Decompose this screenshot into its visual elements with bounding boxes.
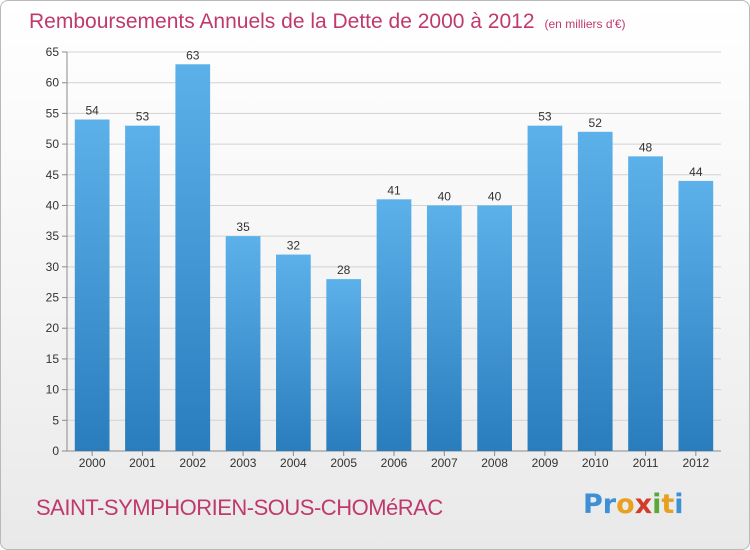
bar-value-label: 35: [236, 220, 250, 234]
bar: [628, 156, 663, 451]
y-tick-label: 0: [52, 444, 59, 458]
bar: [125, 125, 160, 452]
bar: [326, 279, 362, 451]
x-tick-label: 2006: [381, 456, 408, 470]
bar-value-label: 53: [538, 110, 552, 124]
y-tick-label: 35: [46, 229, 60, 243]
y-tick-label: 5: [52, 413, 59, 427]
y-tick-label: 50: [46, 137, 60, 151]
y-tick-label: 10: [46, 383, 60, 397]
bar-value-label: 40: [438, 189, 452, 203]
bar: [678, 180, 714, 451]
bar: [426, 205, 462, 451]
place-name: SAINT-SYMPHORIEN-SOUS-CHOMéRAC: [36, 495, 443, 520]
y-tick-label: 65: [46, 45, 60, 59]
bar: [477, 205, 512, 451]
bar-value-label: 32: [287, 239, 301, 253]
x-tick-label: 2001: [129, 456, 156, 470]
chart-title-unit: (en milliers d'€): [544, 17, 626, 31]
bar: [577, 131, 613, 452]
bar-value-label: 54: [85, 104, 99, 118]
x-tick-label: 2002: [179, 456, 206, 470]
y-tick-label: 40: [46, 198, 60, 212]
x-tick-label: 2010: [582, 456, 609, 470]
x-tick-label: 2000: [79, 456, 106, 470]
bar-value-label: 40: [488, 189, 502, 203]
chart-title: Remboursements Annuels de la Dette de 20…: [29, 10, 626, 34]
x-tick-label: 2007: [431, 456, 458, 470]
x-tick-label: 2005: [330, 456, 357, 470]
bar: [376, 199, 412, 451]
brand-letter: i: [674, 489, 684, 520]
x-tick-label: 2003: [230, 456, 257, 470]
y-tick-label: 55: [46, 106, 60, 120]
x-tick-label: 2004: [280, 456, 307, 470]
y-tick-label: 15: [46, 352, 60, 366]
bar: [74, 119, 110, 452]
y-tick-label: 20: [46, 321, 60, 335]
brand-letter: o: [616, 489, 635, 520]
bar-value-label: 48: [639, 140, 653, 154]
y-tick-label: 30: [46, 260, 60, 274]
bar-value-label: 52: [589, 116, 603, 130]
brand-letter: P: [583, 489, 603, 520]
brand-letter: i: [652, 489, 662, 520]
brand-logo: Proxiti: [583, 489, 684, 520]
bar: [225, 236, 261, 451]
chart-title-text: Remboursements Annuels de la Dette de 20…: [29, 10, 535, 33]
bar-value-label: 63: [186, 48, 200, 62]
bar-value-label: 53: [136, 110, 150, 124]
bar: [175, 64, 211, 452]
x-tick-label: 2012: [682, 456, 709, 470]
y-tick-label: 45: [46, 168, 60, 182]
y-tick-label: 25: [46, 291, 60, 305]
bar: [276, 254, 311, 451]
bar-value-label: 41: [387, 183, 401, 197]
bar-value-label: 28: [337, 263, 351, 277]
brand-letter: x: [634, 489, 653, 520]
y-tick-label: 60: [46, 76, 60, 90]
x-tick-label: 2008: [481, 456, 508, 470]
x-tick-label: 2011: [633, 456, 659, 470]
bar-value-label: 44: [689, 165, 703, 179]
x-tick-label: 2009: [532, 456, 559, 470]
bar: [527, 125, 563, 452]
brand-letter: r: [602, 489, 617, 520]
brand-letter: t: [661, 489, 675, 520]
